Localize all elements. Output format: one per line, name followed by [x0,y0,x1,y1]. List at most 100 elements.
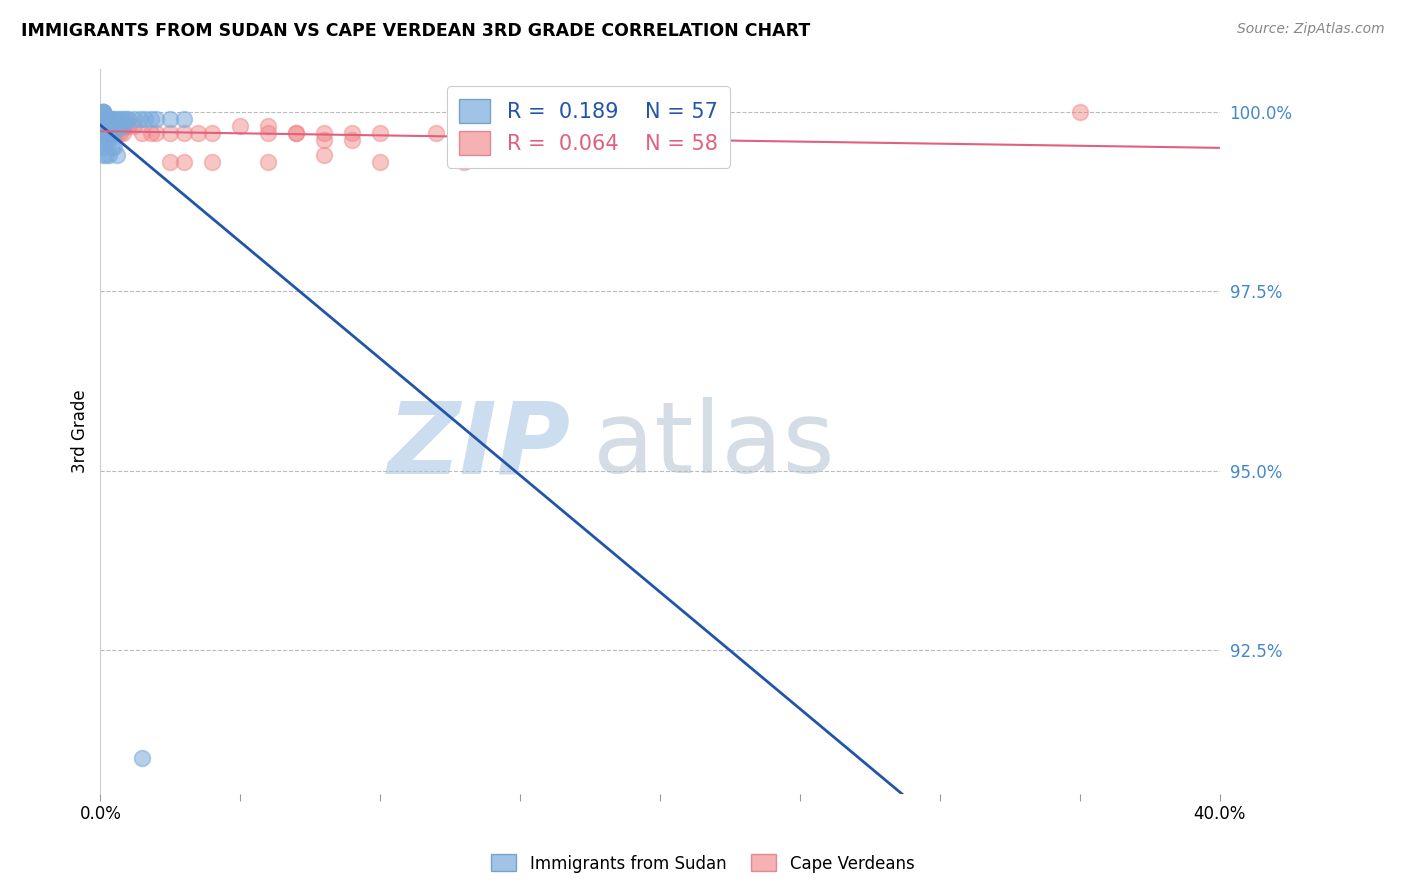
Point [100,119,122,133]
Point [97,119,120,133]
Point [97,112,120,126]
Text: Source: ZipAtlas.com: Source: ZipAtlas.com [1237,22,1385,37]
Point [481,133,503,147]
Point [131,126,153,140]
Point [103,126,125,140]
Point [139,126,162,140]
Point [201,126,224,140]
Point [537,133,560,147]
Point [91,119,114,133]
Point [100,140,122,154]
Point [159,112,181,126]
Point [108,119,131,133]
Point [314,126,336,140]
Point [91,112,114,126]
Point [342,126,364,140]
Point [97,112,120,126]
Point [94,112,117,126]
Point [105,119,128,133]
Point [257,119,280,133]
Point [97,133,120,147]
Point [103,140,125,154]
Point [117,119,139,133]
Point [159,126,181,140]
Legend: Immigrants from Sudan, Cape Verdeans: Immigrants from Sudan, Cape Verdeans [485,847,921,880]
Point [91,112,114,126]
Point [97,119,120,133]
Point [648,133,671,147]
Text: ZIP: ZIP [388,397,571,494]
Point [100,119,122,133]
Point [103,119,125,133]
Point [91,119,114,133]
Point [368,154,391,169]
Point [91,119,114,133]
Point [187,126,209,140]
Point [103,126,125,140]
Point [105,147,128,161]
Point [257,154,280,169]
Point [173,126,195,140]
Point [1069,104,1091,119]
Point [111,119,134,133]
Point [97,147,120,161]
Point [94,119,117,133]
Point [100,112,122,126]
Point [97,119,120,133]
Point [100,126,122,140]
Point [94,119,117,133]
Point [91,112,114,126]
Point [145,112,167,126]
Point [111,112,134,126]
Point [91,140,114,154]
Point [91,104,114,119]
Point [314,147,336,161]
Point [285,126,308,140]
Point [117,112,139,126]
Point [91,147,114,161]
Point [91,104,114,119]
Point [453,154,475,169]
Legend: R =  0.189    N = 57, R =  0.064    N = 58: R = 0.189 N = 57, R = 0.064 N = 58 [447,87,730,168]
Point [91,119,114,133]
Point [91,112,114,126]
Point [593,133,616,147]
Point [94,112,117,126]
Point [201,154,224,169]
Point [173,154,195,169]
Point [108,126,131,140]
Point [285,126,308,140]
Point [100,126,122,140]
Point [108,119,131,133]
Point [94,147,117,161]
Point [97,126,120,140]
Point [314,133,336,147]
Point [103,119,125,133]
Point [368,126,391,140]
Point [114,112,136,126]
Point [103,119,125,133]
Y-axis label: 3rd Grade: 3rd Grade [72,389,89,473]
Text: atlas: atlas [593,397,835,494]
Point [94,119,117,133]
Point [91,119,114,133]
Point [97,126,120,140]
Point [91,112,114,126]
Point [111,126,134,140]
Point [159,154,181,169]
Point [97,119,120,133]
Point [108,112,131,126]
Point [94,133,117,147]
Point [139,112,162,126]
Point [94,112,117,126]
Point [91,126,114,140]
Point [425,126,447,140]
Point [91,112,114,126]
Point [94,126,117,140]
Point [94,112,117,126]
Point [128,112,150,126]
Point [91,104,114,119]
Point [229,119,252,133]
Point [94,112,117,126]
Point [94,119,117,133]
